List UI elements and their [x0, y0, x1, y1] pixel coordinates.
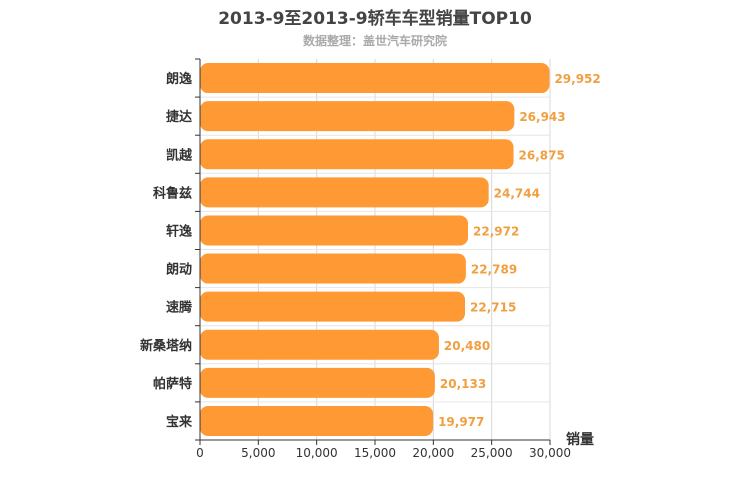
data-label: 19,977 [438, 415, 484, 429]
data-label: 22,972 [473, 224, 519, 238]
x-axis-title: 销量 [566, 431, 594, 448]
bar-0[interactable] [200, 63, 550, 94]
category-label: 新桑塔纳 [140, 338, 192, 354]
x-tick-label: 5,000 [241, 446, 275, 460]
bar-6[interactable] [200, 291, 466, 322]
bar-3[interactable] [200, 177, 489, 208]
bar-1[interactable] [200, 101, 515, 132]
bar-5[interactable] [200, 253, 466, 284]
data-label: 22,715 [470, 301, 516, 315]
data-label: 20,480 [444, 339, 490, 353]
category-label: 宝来 [166, 414, 193, 430]
x-tick-label: 15,000 [354, 446, 396, 460]
x-tick-label: 30,000 [529, 446, 571, 460]
x-tick-label: 20,000 [412, 446, 454, 460]
category-label: 朗逸 [166, 71, 192, 87]
category-label: 朗动 [166, 262, 192, 278]
chart-title: 2013-9至2013-9轿车车型销量TOP10 [218, 9, 532, 29]
category-label: 科鲁兹 [153, 185, 192, 201]
data-label: 20,133 [440, 377, 486, 391]
data-label: 24,744 [494, 186, 540, 200]
bar-2[interactable] [200, 139, 514, 170]
category-label: 凯越 [166, 147, 193, 163]
data-label: 29,952 [554, 72, 600, 86]
bar-8[interactable] [200, 367, 435, 398]
x-tick-label: 10,000 [296, 446, 338, 460]
category-label: 速腾 [166, 300, 193, 316]
chart-subtitle: 数据整理：盖世汽车研究院 [302, 34, 447, 48]
category-label: 捷达 [166, 109, 192, 125]
x-tick-label: 25,000 [471, 446, 513, 460]
data-label: 26,943 [519, 110, 565, 124]
x-tick-label: 0 [196, 446, 204, 460]
data-label: 26,875 [519, 148, 565, 162]
bar-4[interactable] [200, 215, 469, 246]
category-label: 帕萨特 [153, 376, 192, 392]
bar-9[interactable] [200, 405, 434, 436]
bar-7[interactable] [200, 329, 439, 360]
data-label: 22,789 [471, 263, 517, 277]
category-label: 轩逸 [166, 223, 192, 239]
